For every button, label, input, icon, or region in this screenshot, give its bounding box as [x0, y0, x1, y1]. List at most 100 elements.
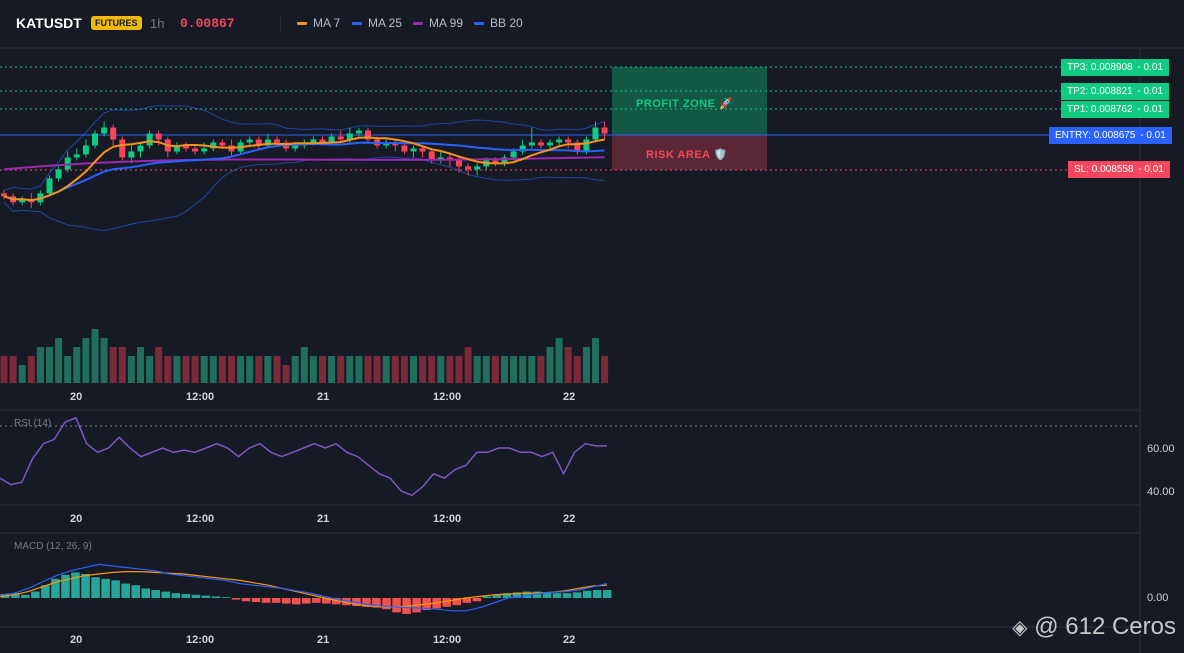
- tp3-price: TP3: 0.008908: [1067, 62, 1133, 73]
- macd-histogram-bar: [362, 598, 371, 607]
- macd-histogram-bar: [582, 590, 592, 598]
- volume-bar: [328, 356, 336, 383]
- legend-ma25[interactable]: MA 25: [352, 16, 402, 30]
- volume-bar: [182, 356, 190, 383]
- rsi-series: [0, 416, 607, 497]
- volume-bar: [27, 356, 35, 383]
- legend-ma99-label: MA 99: [429, 16, 464, 30]
- candle-body: [101, 127, 108, 134]
- candle-body: [574, 142, 581, 152]
- volume-bar: [46, 347, 53, 383]
- tp1-price: TP1: 0.008762: [1067, 104, 1133, 115]
- bb-upper-line: [3, 105, 605, 191]
- macd-histogram-bar: [111, 580, 120, 598]
- macd-histogram-bar: [472, 598, 482, 602]
- volume-bar: [419, 356, 427, 383]
- volume-bar: [346, 356, 354, 383]
- candle-body: [528, 142, 535, 146]
- volume-bar: [100, 338, 108, 383]
- macd-histogram-bar: [452, 598, 462, 606]
- volume-bar: [118, 347, 126, 383]
- candle-body: [337, 136, 344, 140]
- time-label-22: 22: [563, 391, 576, 403]
- macd-histogram-bar: [512, 592, 522, 598]
- current-price: 0.00867: [180, 16, 235, 31]
- macd-histogram-bar: [161, 591, 171, 598]
- candle-body: [73, 154, 80, 158]
- header-divider: [280, 15, 281, 31]
- futures-badge: FUTURES: [91, 16, 142, 30]
- macd-histogram-bar: [562, 593, 572, 598]
- candle-body: [401, 145, 408, 152]
- rsi-time-1200: 12:00: [186, 513, 215, 525]
- tp2-price: TP2: 0.008821: [1067, 86, 1133, 97]
- candle-body: [46, 178, 53, 194]
- macd-histogram-bar: [151, 590, 161, 598]
- macd-histogram-bar: [312, 598, 321, 603]
- tp3-tag[interactable]: TP3: 0.008908 - 0.01: [1061, 59, 1169, 76]
- candle-body: [201, 148, 208, 152]
- volume-bar: [400, 356, 408, 383]
- candle-body: [556, 139, 563, 143]
- candle-body: [537, 142, 544, 146]
- candle-body: [119, 139, 126, 158]
- volume-bar: [555, 338, 563, 383]
- volume-bar: [364, 356, 372, 383]
- interval-selector[interactable]: 1h: [150, 16, 165, 31]
- legend-ma7[interactable]: MA 7: [297, 16, 340, 30]
- sl-tag[interactable]: SL: 0.008558 - 0.01: [1068, 161, 1170, 178]
- volume-bar: [309, 356, 317, 383]
- time-label-1200b: 12:00: [433, 391, 462, 403]
- macd-histogram-bar: [271, 598, 281, 603]
- candle-body: [419, 148, 426, 152]
- legend-ma99[interactable]: MA 99: [413, 16, 463, 30]
- volume-bar: [410, 356, 417, 383]
- macd-histogram-bar: [322, 598, 331, 604]
- tp2-tag[interactable]: TP2: 0.008821 - 0.01: [1061, 83, 1169, 100]
- rsi-time-21: 21: [317, 513, 330, 525]
- tp1-tag[interactable]: TP1: 0.008762 - 0.01: [1061, 101, 1169, 118]
- candle-body: [183, 145, 189, 149]
- volume-bar: [537, 356, 545, 383]
- profit-zone: [612, 67, 767, 135]
- volume-bar: [337, 356, 345, 383]
- candle-body: [510, 151, 517, 158]
- volume-bar: [228, 356, 235, 383]
- candle-body: [492, 160, 499, 164]
- bb20-swatch: [474, 22, 484, 26]
- candle-body: [355, 130, 362, 134]
- volume-bar: [0, 356, 8, 383]
- candle-body: [565, 139, 572, 143]
- macd-histogram-bar: [301, 598, 311, 604]
- candle-body: [82, 145, 89, 155]
- candle-body: [146, 133, 153, 146]
- tp2-qty: - 0.01: [1137, 86, 1163, 97]
- volume-bar: [519, 356, 527, 383]
- symbol-name[interactable]: KATUSDT: [16, 15, 82, 31]
- macd-histogram-bar: [291, 598, 301, 605]
- legend-bb20[interactable]: BB 20: [474, 16, 523, 30]
- candle-body: [428, 151, 435, 161]
- time-label-21: 21: [317, 391, 330, 403]
- binance-icon: ◈: [1012, 617, 1028, 639]
- risk-zone-label: RISK AREA 🛡️: [646, 149, 728, 161]
- candle-body: [519, 145, 526, 152]
- sl-qty: - 0.01: [1138, 164, 1164, 175]
- entry-tag[interactable]: ENTRY: 0.008675 - 0.01: [1049, 127, 1172, 144]
- watermark: ◈ @ 612 Ceros: [1012, 613, 1176, 641]
- volume-bar: [191, 356, 199, 383]
- volume-bar: [55, 338, 63, 383]
- macd-histogram-bar: [221, 597, 231, 598]
- tp1-qty: - 0.01: [1137, 104, 1163, 115]
- candle-body: [128, 151, 135, 158]
- rsi-tick-60: 60.00: [1147, 443, 1175, 455]
- rsi-label: RSI (14): [14, 418, 52, 429]
- volume-bar: [455, 356, 463, 383]
- volume-bar: [428, 356, 436, 383]
- candle-body: [110, 127, 117, 140]
- candle-body: [19, 199, 26, 203]
- rsi-time-22: 22: [563, 513, 576, 525]
- macd-histogram-bar: [131, 585, 140, 598]
- moving-averages: [3, 136, 605, 202]
